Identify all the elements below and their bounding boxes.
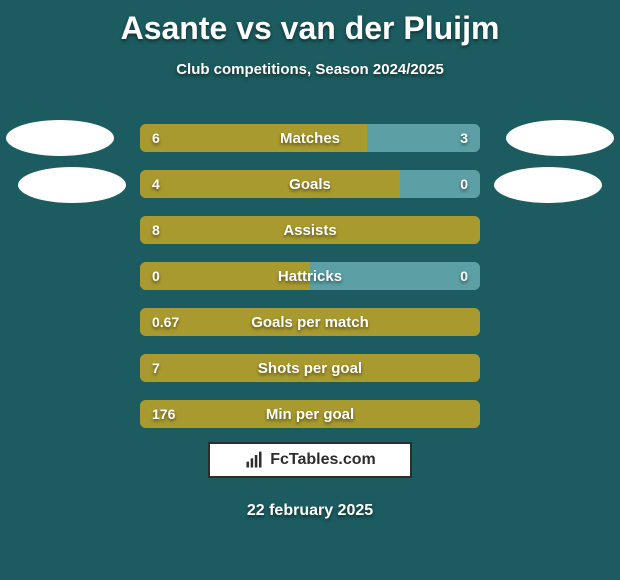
stat-row: 00Hattricks (140, 262, 480, 290)
stat-row: 40Goals (140, 170, 480, 198)
chart-icon (244, 450, 264, 470)
stat-row: 7Shots per goal (140, 354, 480, 382)
date-text: 22 february 2025 (0, 502, 620, 520)
stat-label: Hattricks (140, 262, 480, 290)
stat-label: Matches (140, 124, 480, 152)
player-left-photo-2 (18, 167, 126, 203)
stat-label: Min per goal (140, 400, 480, 428)
brand-text: FcTables.com (270, 451, 376, 469)
stat-label: Goals per match (140, 308, 480, 336)
stat-label: Goals (140, 170, 480, 198)
stat-bars: 63Matches 40Goals 8Assists 00Hattricks 0.67G… (140, 124, 480, 446)
page-title: Asante vs van der Pluijm (0, 0, 620, 47)
player-left-photo-1 (6, 120, 114, 156)
player-right-photo-1 (506, 120, 614, 156)
stat-row: 63Matches (140, 124, 480, 152)
comparison-card: Asante vs van der Pluijm Club competitio… (0, 0, 620, 580)
brand-link[interactable]: FcTables.com (208, 442, 412, 478)
stat-row: 176Min per goal (140, 400, 480, 428)
player-right-photo-2 (494, 167, 602, 203)
subtitle: Club competitions, Season 2024/2025 (0, 61, 620, 78)
stat-row: 0.67Goals per match (140, 308, 480, 336)
stat-label: Assists (140, 216, 480, 244)
stat-label: Shots per goal (140, 354, 480, 382)
stat-row: 8Assists (140, 216, 480, 244)
